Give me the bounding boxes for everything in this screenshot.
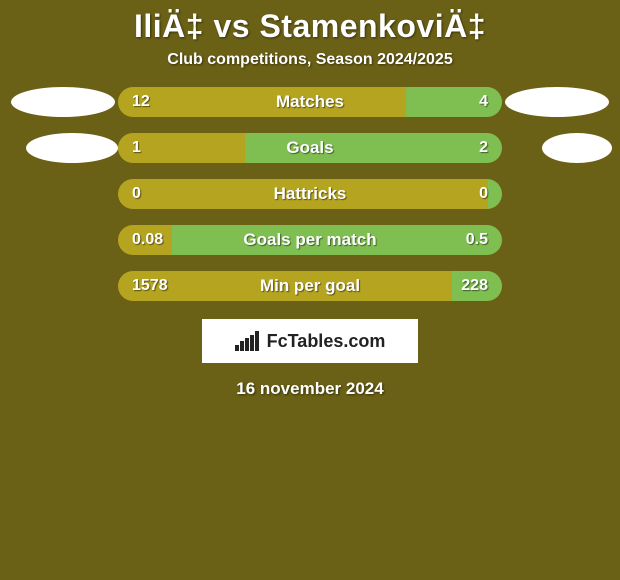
stat-row: 124Matches (0, 87, 620, 117)
stat-left-value: 1578 (132, 277, 168, 295)
stat-bar-right: 2 (245, 133, 502, 163)
left-logo-slot (8, 87, 118, 117)
stat-bar: 0.080.5Goals per match (118, 225, 502, 255)
stat-bar-left: 12 (118, 87, 406, 117)
right-logo-slot (502, 133, 612, 163)
stat-bar: 124Matches (118, 87, 502, 117)
stat-bar-left: 1 (118, 133, 245, 163)
stat-right-value: 4 (479, 93, 488, 111)
stat-row: 00Hattricks (0, 179, 620, 209)
right-logo-slot (502, 87, 612, 117)
left-logo-slot (8, 133, 118, 163)
stat-bar-left: 1578 (118, 271, 452, 301)
stat-left-value: 1 (132, 139, 141, 157)
team-logo-right (505, 87, 609, 117)
stat-bar-left: 0 (118, 179, 488, 209)
stat-bar-right: 0 (488, 179, 502, 209)
stat-row: 0.080.5Goals per match (0, 225, 620, 255)
branding-badge: FcTables.com (202, 319, 418, 363)
team-logo-left (26, 133, 118, 163)
stat-bar: 1578228Min per goal (118, 271, 502, 301)
stat-row: 12Goals (0, 133, 620, 163)
stat-right-value: 0 (479, 185, 488, 203)
branding-text: FcTables.com (267, 331, 386, 352)
date-label: 16 november 2024 (0, 379, 620, 399)
stats-container: 124Matches12Goals00Hattricks0.080.5Goals… (0, 87, 620, 301)
team-logo-left (11, 87, 115, 117)
stat-bar-right: 228 (452, 271, 502, 301)
stat-bar-right: 0.5 (172, 225, 502, 255)
page-subtitle: Club competitions, Season 2024/2025 (0, 51, 620, 87)
stat-left-value: 12 (132, 93, 150, 111)
stat-row: 1578228Min per goal (0, 271, 620, 301)
stat-right-value: 0.5 (466, 231, 488, 249)
stat-left-value: 0 (132, 185, 141, 203)
stat-bar: 12Goals (118, 133, 502, 163)
stat-bar-left: 0.08 (118, 225, 172, 255)
comparison-card: IliÄ‡ vs StamenkoviÄ‡ Club competitions,… (0, 0, 620, 580)
page-title: IliÄ‡ vs StamenkoviÄ‡ (0, 0, 620, 51)
stat-bar-right: 4 (406, 87, 502, 117)
bar-chart-icon (235, 331, 261, 351)
team-logo-right (542, 133, 612, 163)
stat-right-value: 228 (461, 277, 488, 295)
stat-left-value: 0.08 (132, 231, 163, 249)
stat-right-value: 2 (479, 139, 488, 157)
stat-bar: 00Hattricks (118, 179, 502, 209)
